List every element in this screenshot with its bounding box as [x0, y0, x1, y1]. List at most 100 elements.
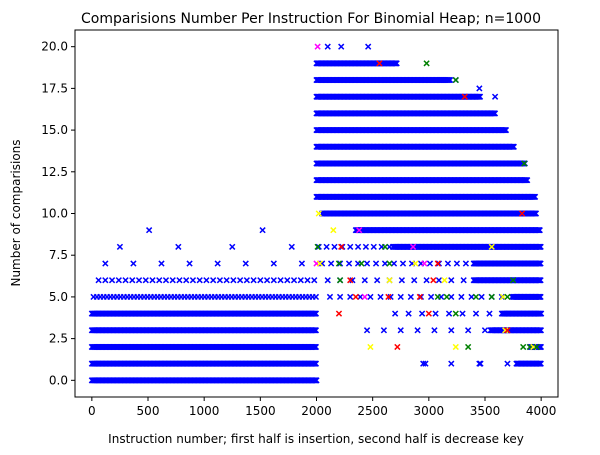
- scatter-point: [223, 277, 230, 284]
- scatter-point: [95, 277, 102, 284]
- scatter-point: [441, 277, 448, 284]
- scatter-point: [435, 260, 443, 267]
- scatter-point: [316, 260, 324, 267]
- scatter-point: [210, 277, 217, 284]
- scatter-point: [335, 310, 343, 317]
- scatter-point: [335, 260, 343, 267]
- scatter-point: [242, 260, 249, 267]
- scatter-point: [156, 277, 163, 284]
- scatter-point: [476, 93, 484, 100]
- scatter-point: [423, 60, 430, 67]
- scatter-point: [304, 277, 311, 284]
- scatter-point: [324, 277, 331, 284]
- y-axis-ticks: 0.02.55.07.510.012.515.017.520.0: [41, 40, 75, 387]
- scatter-point: [312, 293, 320, 301]
- scatter-point: [524, 177, 531, 184]
- scatter-point: [491, 93, 499, 100]
- scatter-point: [312, 310, 320, 317]
- scatter-point: [214, 260, 221, 267]
- scatter-point: [397, 327, 404, 334]
- scatter-point: [394, 343, 401, 351]
- scatter-point: [537, 327, 545, 334]
- scatter-point: [290, 277, 298, 284]
- x-tick-label: 500: [137, 404, 160, 418]
- scatter-point: [347, 243, 354, 250]
- scatter-point: [412, 260, 419, 267]
- scatter-point: [476, 85, 483, 92]
- scatter-point: [345, 260, 353, 267]
- scatter-point: [370, 243, 377, 250]
- scatter-point: [362, 243, 370, 250]
- scatter-point: [448, 360, 455, 367]
- x-axis-ticks: 0 500 1000 1500 2000 2500 3000 3500 4000: [88, 397, 556, 418]
- scatter-point: [531, 193, 539, 200]
- scatter-point: [314, 43, 321, 50]
- scatter-point: [102, 260, 109, 267]
- x-tick-label: 4000: [526, 404, 557, 418]
- x-tick-label: 2500: [357, 404, 388, 418]
- scatter-point: [374, 277, 381, 284]
- scatter-point: [481, 327, 489, 334]
- scatter-point: [452, 76, 459, 84]
- x-tick-label: 3500: [470, 404, 501, 418]
- scatter-point: [465, 327, 472, 334]
- scatter-point: [421, 260, 428, 267]
- scatter-point: [162, 277, 170, 284]
- y-axis-label: Number of comparisions: [9, 139, 23, 286]
- scatter-point: [393, 60, 400, 67]
- y-tick-label: 20.0: [41, 40, 68, 54]
- scatter-point: [447, 76, 454, 84]
- scatter-point: [318, 260, 326, 267]
- x-tick-label: 0: [88, 404, 96, 418]
- scatter-point: [102, 277, 109, 284]
- scatter-point: [270, 277, 277, 284]
- scatter-point: [347, 293, 354, 301]
- scatter-point: [336, 260, 344, 267]
- scatter-point: [349, 277, 356, 284]
- scatter-point: [416, 293, 423, 301]
- chart-title: Comparisions Number Per Instruction For …: [81, 11, 541, 27]
- scatter-point: [313, 377, 320, 384]
- scatter-point: [443, 293, 450, 301]
- scatter-point: [504, 293, 511, 301]
- scatter-point: [377, 293, 384, 301]
- scatter-point: [284, 277, 291, 284]
- scatter-point: [430, 277, 437, 284]
- scatter-point: [183, 277, 190, 284]
- scatter-point: [312, 360, 320, 367]
- scatter-point: [338, 243, 345, 250]
- scatter-point: [398, 277, 406, 284]
- scatter-point: [189, 277, 197, 284]
- scatter-point: [315, 243, 322, 250]
- scatter-point: [236, 277, 244, 284]
- y-tick-label: 7.5: [49, 248, 68, 262]
- scatter-point: [277, 277, 284, 284]
- scatter-point: [537, 243, 544, 250]
- scatter-point: [532, 210, 540, 217]
- scatter-point: [129, 277, 136, 284]
- scatter-point: [417, 293, 425, 301]
- scatter-point: [422, 360, 429, 367]
- scatter-point: [465, 343, 472, 351]
- scatter-point: [347, 277, 354, 284]
- scatter-point: [312, 327, 320, 334]
- scatter-point: [414, 327, 421, 334]
- scatter-point: [363, 260, 371, 267]
- scatter-point: [504, 327, 511, 334]
- scatter-point: [380, 327, 388, 334]
- scatter-point: [448, 277, 455, 284]
- scatter-point: [518, 210, 526, 217]
- y-tick-label: 17.5: [41, 81, 68, 95]
- scatter-point: [230, 277, 237, 284]
- scatter-point: [297, 277, 304, 284]
- scatter-point: [476, 360, 483, 367]
- scatter-point: [434, 260, 441, 267]
- scatter-point: [336, 277, 344, 284]
- scatter-point: [420, 360, 427, 367]
- scatter-point: [330, 227, 337, 234]
- scatter-point: [385, 293, 392, 301]
- scatter-point: [509, 277, 517, 284]
- scatter-point: [356, 227, 363, 234]
- scatter-point: [438, 76, 445, 84]
